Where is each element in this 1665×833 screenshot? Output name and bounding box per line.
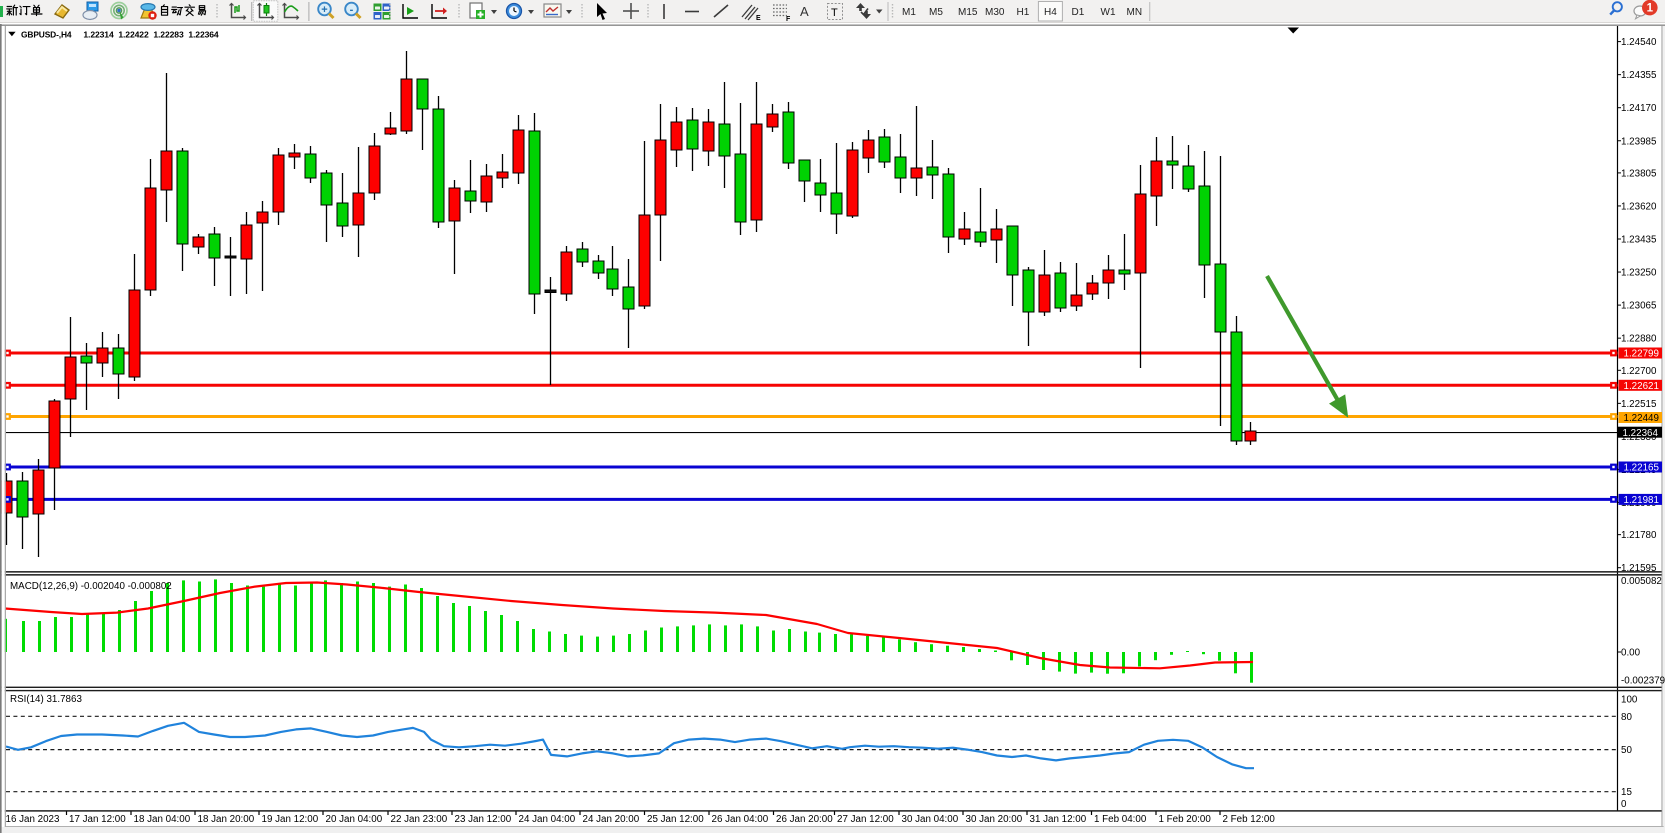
svg-text:D1: D1 <box>1072 7 1085 18</box>
svg-text:0.005082: 0.005082 <box>1621 576 1662 587</box>
svg-text:1 Feb 04:00: 1 Feb 04:00 <box>1094 814 1147 825</box>
svg-text:1: 1 <box>1647 3 1654 15</box>
svg-text:F: F <box>786 16 791 23</box>
svg-text:1.22314 1.22422 1.22283 1.2236: 1.22314 1.22422 1.22283 1.22364 <box>83 29 219 39</box>
svg-text:1.22449: 1.22449 <box>1624 413 1659 424</box>
svg-text:17 Jan 12:00: 17 Jan 12:00 <box>69 814 126 825</box>
svg-text:1.21595: 1.21595 <box>1621 563 1657 574</box>
svg-text:19 Jan 12:00: 19 Jan 12:00 <box>262 814 319 825</box>
svg-text:22 Jan 23:00: 22 Jan 23:00 <box>391 814 448 825</box>
svg-text:A: A <box>800 4 809 19</box>
svg-text:+: + <box>321 4 327 16</box>
svg-text:27 Jan 12:00: 27 Jan 12:00 <box>837 814 894 825</box>
svg-text:0: 0 <box>1621 799 1627 810</box>
svg-text:1.24540: 1.24540 <box>1621 37 1657 48</box>
svg-text:31 Jan 12:00: 31 Jan 12:00 <box>1030 814 1087 825</box>
svg-text:1.23065: 1.23065 <box>1621 301 1657 312</box>
svg-text:1.22799: 1.22799 <box>1624 349 1659 360</box>
svg-text:1.24355: 1.24355 <box>1621 70 1657 81</box>
svg-text:T: T <box>831 7 838 19</box>
svg-text:RSI(14) 31.7863: RSI(14) 31.7863 <box>10 694 82 705</box>
svg-text:50: 50 <box>1621 745 1632 756</box>
svg-text:1.22880: 1.22880 <box>1621 334 1657 345</box>
svg-text:M1: M1 <box>902 7 916 18</box>
svg-text:1.22621: 1.22621 <box>1624 381 1659 392</box>
svg-text:1.23805: 1.23805 <box>1621 168 1657 179</box>
svg-text:100: 100 <box>1621 695 1638 706</box>
svg-text:H4: H4 <box>1044 7 1057 18</box>
svg-text:1.22700: 1.22700 <box>1621 366 1657 377</box>
svg-text:1.21981: 1.21981 <box>1624 495 1659 506</box>
svg-text:-: - <box>350 4 354 16</box>
svg-text:1.22364: 1.22364 <box>1623 428 1659 439</box>
svg-text:26 Jan 20:00: 26 Jan 20:00 <box>776 814 833 825</box>
svg-text:M30: M30 <box>985 7 1005 18</box>
svg-text:MACD(12,26,9) -0.002040 -0.000: MACD(12,26,9) -0.002040 -0.000802 <box>10 581 172 592</box>
svg-text:20 Jan 04:00: 20 Jan 04:00 <box>326 814 383 825</box>
svg-text:1.23985: 1.23985 <box>1621 136 1657 147</box>
svg-text:1.22515: 1.22515 <box>1621 399 1657 410</box>
svg-text:23 Jan 12:00: 23 Jan 12:00 <box>455 814 512 825</box>
svg-text:24 Jan 04:00: 24 Jan 04:00 <box>519 814 576 825</box>
svg-text:0.00: 0.00 <box>1621 648 1641 659</box>
svg-text:30 Jan 04:00: 30 Jan 04:00 <box>902 814 959 825</box>
svg-text:26 Jan 04:00: 26 Jan 04:00 <box>712 814 769 825</box>
svg-text:18 Jan 04:00: 18 Jan 04:00 <box>134 814 191 825</box>
svg-text:1 Feb 20:00: 1 Feb 20:00 <box>1159 814 1212 825</box>
svg-text:M5: M5 <box>929 7 943 18</box>
svg-text:GBPUSD-,H4: GBPUSD-,H4 <box>21 29 72 39</box>
svg-text:1.23620: 1.23620 <box>1621 201 1657 212</box>
svg-text:80: 80 <box>1621 712 1632 723</box>
svg-text:2 Feb 12:00: 2 Feb 12:00 <box>1223 814 1276 825</box>
svg-text:1.22165: 1.22165 <box>1624 463 1660 474</box>
svg-text:E: E <box>756 15 761 22</box>
svg-text:15: 15 <box>1621 787 1632 798</box>
svg-text:1.21780: 1.21780 <box>1621 530 1657 541</box>
svg-text:M15: M15 <box>958 7 978 18</box>
svg-text:30 Jan 20:00: 30 Jan 20:00 <box>966 814 1023 825</box>
svg-text:25 Jan 12:00: 25 Jan 12:00 <box>647 814 704 825</box>
svg-text:1.23435: 1.23435 <box>1621 235 1657 246</box>
svg-text:1.23250: 1.23250 <box>1621 268 1657 279</box>
svg-text:16 Jan 2023: 16 Jan 2023 <box>6 814 60 825</box>
svg-text:1.24170: 1.24170 <box>1621 103 1657 114</box>
svg-text:MN: MN <box>1127 7 1143 18</box>
svg-text:24 Jan 20:00: 24 Jan 20:00 <box>583 814 640 825</box>
svg-text:18 Jan 20:00: 18 Jan 20:00 <box>198 814 255 825</box>
svg-text:H1: H1 <box>1017 7 1030 18</box>
svg-text:W1: W1 <box>1101 7 1116 18</box>
svg-text:-0.002379: -0.002379 <box>1621 676 1665 687</box>
